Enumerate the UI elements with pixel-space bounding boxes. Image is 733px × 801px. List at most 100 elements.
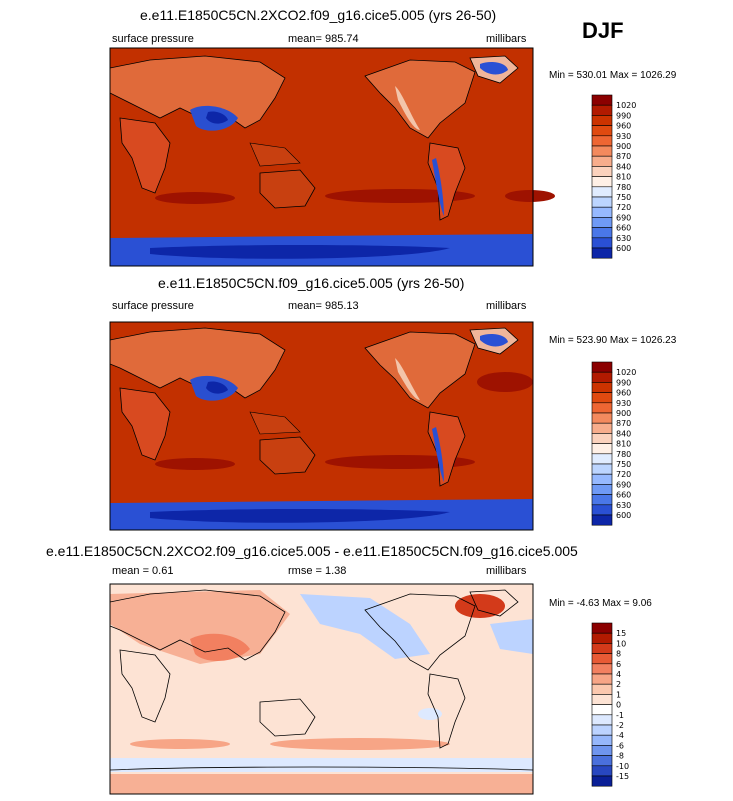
colorbar-swatch: [591, 514, 613, 526]
colorbar-swatch: [591, 145, 613, 157]
colorbar-tick-label: 690: [616, 213, 631, 222]
colorbar-swatch: [591, 402, 613, 414]
colorbar-tick-label: 0: [616, 701, 621, 710]
panel-2-minmax: Min = 523.90 Max = 1026.23: [549, 335, 677, 346]
colorbar-swatch: [591, 704, 613, 716]
continent-africa: [119, 117, 171, 194]
rockies-band: [395, 358, 420, 400]
colorbar-swatch: [591, 724, 613, 736]
colorbar-swatch: [591, 361, 613, 373]
colorbar-tick-label: 900: [616, 142, 631, 151]
continent-africa: [119, 387, 171, 461]
negative-anomaly-north-pacific: [300, 594, 430, 659]
colorbar-tick-label: 2: [616, 680, 621, 689]
panel-2-map: [109, 321, 534, 531]
season-label: DJF: [582, 18, 624, 43]
continent-eurasia: [109, 327, 286, 399]
colorbar-tick-label: 4: [616, 670, 621, 679]
positive-anomaly-southern-band: [270, 738, 450, 750]
colorbar-swatch: [591, 433, 613, 444]
colorbar-swatch: [591, 663, 613, 675]
positive-anomaly-southern-band-west: [130, 739, 230, 749]
colorbar-tick-label: 810: [616, 173, 631, 182]
colorbar-swatch: [591, 125, 613, 137]
colorbar-tick-label: 1020: [616, 101, 636, 110]
outline-antarctica: [109, 766, 534, 771]
outline-north-america: [364, 593, 476, 671]
panel-3-rmse-label: rmse = 1.38: [288, 565, 347, 577]
colorbar-tick-label: -2: [616, 721, 624, 730]
colorbar-tick-label: 840: [616, 162, 631, 171]
colorbar-tick-label: 720: [616, 470, 631, 479]
andes-low: [432, 158, 444, 216]
colorbar-swatch: [591, 504, 613, 516]
colorbar-swatch: [591, 494, 613, 506]
colorbar-swatch: [591, 247, 613, 259]
colorbar-tick-label: 990: [616, 111, 631, 120]
colorbar-swatch: [591, 714, 613, 726]
colorbar-swatch: [591, 104, 613, 116]
colorbar-swatch: [591, 632, 613, 644]
panel-1-minmax: Min = 530.01 Max = 1026.29: [549, 70, 677, 81]
positive-anomaly-greenland: [455, 594, 505, 618]
outline-greenland: [469, 589, 519, 617]
panel-2-frame: [109, 321, 534, 531]
colorbar-tick-label: -10: [616, 762, 629, 771]
panel-1-variable-label: surface pressure: [112, 33, 194, 45]
colorbar-swatch: [591, 422, 613, 434]
colorbar-tick-label: 8: [616, 650, 621, 659]
colorbar-swatch: [591, 237, 613, 249]
panel-2-title: e.e11.E1850C5CN.f09_g16.cice5.005 (yrs 2…: [158, 275, 465, 291]
colorbar-swatch: [591, 755, 613, 767]
colorbar-tick-label: -6: [616, 741, 624, 750]
antarctica-core: [150, 509, 450, 523]
rockies-band: [395, 86, 420, 130]
colorbar-tick-label: 720: [616, 203, 631, 212]
panel-3-mean-label: mean = 0.61: [112, 565, 174, 577]
colorbar-tick-label: 660: [616, 224, 631, 233]
pressure-band-north-atlantic: [477, 372, 533, 392]
continent-north-america: [364, 331, 476, 409]
colorbar-swatch: [591, 622, 613, 634]
colorbar-tick-label: 630: [616, 501, 631, 510]
colorbar-tick-label: 780: [616, 450, 631, 459]
negative-anomaly-southern-ocean: [110, 758, 533, 772]
colorbar-swatch: [591, 463, 613, 475]
colorbar-tick-label: -15: [616, 772, 629, 781]
colorbar-tick-label: 900: [616, 409, 631, 418]
panel-3-title: e.e11.E1850C5CN.2XCO2.f09_g16.cice5.005 …: [46, 543, 578, 559]
colorbar-swatch: [591, 206, 613, 218]
colorbar-swatch: [591, 473, 613, 485]
pressure-band-south-indian: [155, 192, 235, 204]
colorbar-swatch: [591, 135, 613, 147]
colorbar-tick-label: 810: [616, 440, 631, 449]
colorbar-swatch: [591, 683, 613, 695]
colorbar-swatch: [591, 412, 613, 424]
colorbar-tick-label: 750: [616, 460, 631, 469]
outline-australia: [259, 698, 316, 737]
colorbar-swatch: [591, 186, 613, 198]
colorbar-swatch: [591, 775, 613, 787]
antarctica-core: [150, 245, 450, 259]
colorbar-tick-label: 15: [616, 629, 626, 638]
colorbar-tick-label: 870: [616, 419, 631, 428]
pressure-band-south-indian: [155, 458, 235, 470]
outline-africa: [119, 649, 171, 723]
continent-south-america: [427, 411, 466, 487]
panel-2-variable-label: surface pressure: [112, 300, 194, 312]
colorbar-tick-label: 780: [616, 183, 631, 192]
maritime-continent: [249, 411, 301, 435]
colorbar-swatch: [591, 443, 613, 455]
panel-1-units-label: millibars: [486, 33, 527, 45]
greenland-ice-low: [480, 62, 508, 75]
colorbar-tick-label: 630: [616, 234, 631, 243]
colorbar-swatch: [591, 484, 613, 495]
pressure-band-south-atlantic: [505, 190, 555, 202]
negative-anomaly-south-america: [418, 708, 442, 720]
colorbar-swatch: [591, 643, 613, 654]
colorbar-swatch: [591, 115, 613, 126]
panel-1-frame: [109, 47, 534, 267]
panel-1-mean-label: mean= 985.74: [288, 33, 359, 45]
colorbar-tick-label: 930: [616, 399, 631, 408]
